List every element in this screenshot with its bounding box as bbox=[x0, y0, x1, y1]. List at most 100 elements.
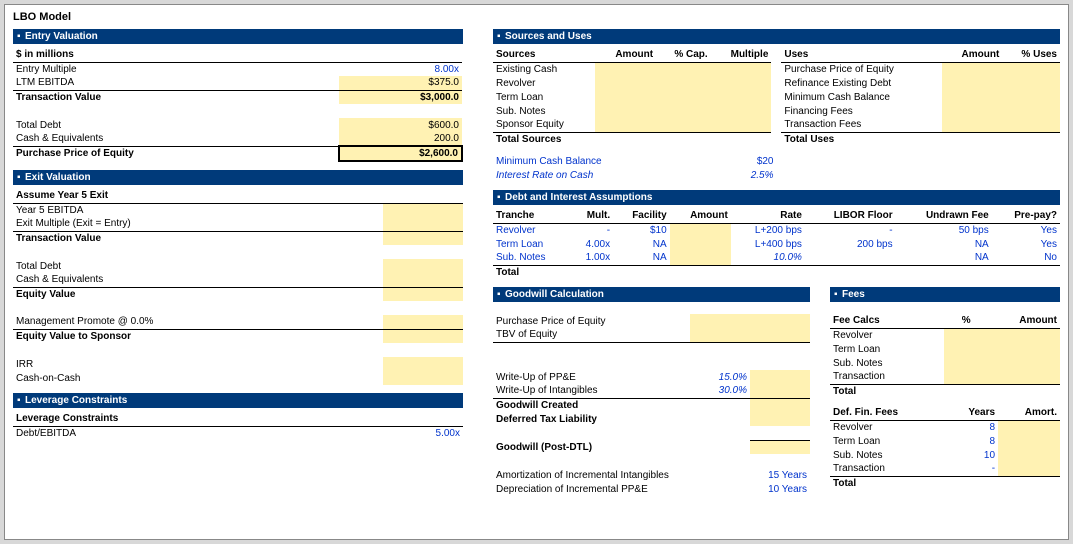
exit-mult-label: Exit Multiple (Exit = Entry) bbox=[13, 217, 383, 231]
src-row: Sub. Notes bbox=[493, 104, 595, 118]
gw-wint-label: Write-Up of Intangibles bbox=[493, 384, 690, 398]
def-row: Revolver bbox=[830, 420, 945, 434]
gw-ppe-label: Purchase Price of Equity bbox=[493, 314, 690, 328]
coc-label: Cash-on-Cash bbox=[13, 371, 383, 385]
src-row: Existing Cash bbox=[493, 62, 595, 76]
src-hdr: Sources bbox=[493, 48, 595, 62]
coc-val[interactable] bbox=[383, 371, 463, 385]
tranche-label: Revolver bbox=[493, 223, 571, 237]
right-column: ▪Sources and Uses Sources Amount % Cap. … bbox=[493, 29, 1060, 496]
entry-multiple-val[interactable]: 8.00x bbox=[339, 62, 462, 76]
mgmt-promote-val[interactable] bbox=[383, 315, 463, 329]
units-label: $ in millions bbox=[13, 48, 339, 62]
fee-row: Sub. Notes bbox=[830, 356, 944, 370]
equity-value-val[interactable] bbox=[383, 287, 463, 301]
tx-value-label: Transaction Value bbox=[13, 90, 339, 104]
src-row: Term Loan bbox=[493, 90, 595, 104]
uses-row: Minimum Cash Balance bbox=[781, 90, 941, 104]
exit-cash-val[interactable] bbox=[383, 273, 463, 287]
uses-row: Purchase Price of Equity bbox=[781, 62, 941, 76]
debt-table: Tranche Mult. Facility Amount Rate LIBOR… bbox=[493, 209, 1060, 279]
gw-post-label: Goodwill (Post-DTL) bbox=[493, 440, 690, 454]
assume-exit-label: Assume Year 5 Exit bbox=[13, 189, 383, 203]
y5-ebitda-val[interactable] bbox=[383, 203, 463, 217]
exit-mult-val[interactable] bbox=[383, 217, 463, 231]
def-fee-hdr: Def. Fin. Fees bbox=[830, 406, 945, 420]
def-row: Sub. Notes bbox=[830, 448, 945, 462]
ev-sponsor-val[interactable] bbox=[383, 329, 463, 343]
goodwill-header: ▪Goodwill Calculation bbox=[493, 287, 810, 302]
total-debt-label: Total Debt bbox=[13, 118, 339, 132]
undrawn-hdr: Undrawn Fee bbox=[896, 209, 992, 223]
src-row: Sponsor Equity bbox=[493, 118, 595, 132]
fee-total: Total bbox=[830, 384, 944, 398]
ltm-ebitda-val[interactable]: $375.0 bbox=[339, 76, 462, 90]
exit-valuation-table: Assume Year 5 Exit Year 5 EBITDA Exit Mu… bbox=[13, 189, 463, 385]
ppe-label: Purchase Price of Equity bbox=[13, 146, 339, 161]
int-cash-val[interactable]: 2.5% bbox=[718, 168, 776, 182]
tranche-hdr: Tranche bbox=[493, 209, 571, 223]
src-mult-hdr: Multiple bbox=[711, 48, 772, 62]
def-row: Term Loan bbox=[830, 434, 945, 448]
fee-row: Term Loan bbox=[830, 342, 944, 356]
fee-row: Transaction bbox=[830, 370, 944, 384]
mult-hdr: Mult. bbox=[571, 209, 614, 223]
uses-row: Financing Fees bbox=[781, 104, 941, 118]
gw-created-label: Goodwill Created bbox=[493, 398, 690, 412]
model-title: LBO Model bbox=[13, 11, 1060, 23]
irr-label: IRR bbox=[13, 357, 383, 371]
exit-debt-label: Total Debt bbox=[13, 259, 383, 273]
def-row: Transaction bbox=[830, 462, 945, 476]
entry-valuation-table: $ in millions Entry Multiple8.00x LTM EB… bbox=[13, 48, 463, 162]
sources-uses-header: ▪Sources and Uses bbox=[493, 29, 1060, 44]
floor-hdr: LIBOR Floor bbox=[805, 209, 896, 223]
irr-val[interactable] bbox=[383, 357, 463, 371]
total-debt-val[interactable]: $600.0 bbox=[339, 118, 462, 132]
fee-row: Revolver bbox=[830, 328, 944, 342]
src-amt-hdr: Amount bbox=[595, 48, 656, 62]
exit-tx-label: Transaction Value bbox=[13, 231, 383, 245]
mgmt-promote-label: Management Promote @ 0.0% bbox=[13, 315, 383, 329]
debt-ebitda-label: Debt/EBITDA bbox=[13, 426, 383, 440]
gw-wppe-label: Write-Up of PP&E bbox=[493, 370, 690, 384]
min-cash-label: Minimum Cash Balance bbox=[493, 154, 718, 168]
uses-total: Total Uses bbox=[781, 132, 941, 146]
tx-value-val[interactable]: $3,000.0 bbox=[339, 90, 462, 104]
equity-value-label: Equity Value bbox=[13, 287, 383, 301]
ppe-val[interactable]: $2,600.0 bbox=[339, 146, 462, 161]
exit-debt-val[interactable] bbox=[383, 259, 463, 273]
debt-ebitda-val[interactable]: 5.00x bbox=[383, 426, 463, 440]
amount-hdr: Amount bbox=[670, 209, 731, 223]
src-cap-hdr: % Cap. bbox=[656, 48, 711, 62]
int-cash-label: Interest Rate on Cash bbox=[493, 168, 718, 182]
gw-dtl-label: Deferred Tax Liability bbox=[493, 412, 690, 426]
gw-amort-label: Amortization of Incremental Intangibles bbox=[493, 468, 690, 482]
def-fees-table: Def. Fin. FeesYearsAmort. Revolver8 Term… bbox=[830, 406, 1060, 490]
entry-multiple-label: Entry Multiple bbox=[13, 62, 339, 76]
uses-row: Transaction Fees bbox=[781, 118, 941, 132]
gw-depr-label: Depreciation of Incremental PP&E bbox=[493, 482, 690, 496]
exit-valuation-header: ▪Exit Valuation bbox=[13, 170, 463, 185]
leverage-header: ▪Leverage Constraints bbox=[13, 393, 463, 408]
src-total: Total Sources bbox=[493, 132, 595, 146]
goodwill-table: Purchase Price of Equity TBV of Equity W… bbox=[493, 314, 810, 496]
tranche-label: Term Loan bbox=[493, 237, 571, 251]
exit-cash-label: Cash & Equivalents bbox=[13, 273, 383, 287]
exit-tx-val[interactable] bbox=[383, 231, 463, 245]
sources-uses-table: Sources Amount % Cap. Multiple Uses Amou… bbox=[493, 48, 1060, 146]
prepay-hdr: Pre-pay? bbox=[992, 209, 1060, 223]
y5-ebitda-label: Year 5 EBITDA bbox=[13, 203, 383, 217]
fee-calcs-table: Fee Calcs%Amount Revolver Term Loan Sub.… bbox=[830, 314, 1060, 398]
rate-hdr: Rate bbox=[731, 209, 805, 223]
uses-amt-hdr: Amount bbox=[942, 48, 1003, 62]
cash-eq-label: Cash & Equivalents bbox=[13, 132, 339, 146]
cash-eq-val[interactable]: 200.0 bbox=[339, 132, 462, 146]
spreadsheet-sheet: LBO Model ▪Entry Valuation $ in millions… bbox=[4, 4, 1069, 540]
facility-hdr: Facility bbox=[613, 209, 670, 223]
src-row: Revolver bbox=[493, 76, 595, 90]
uses-pct-hdr: % Uses bbox=[1002, 48, 1060, 62]
min-cash-val[interactable]: $20 bbox=[718, 154, 776, 168]
fee-calc-hdr: Fee Calcs bbox=[830, 314, 944, 328]
leverage-table: Leverage Constraints Debt/EBITDA5.00x bbox=[13, 412, 463, 440]
two-column-layout: ▪Entry Valuation $ in millions Entry Mul… bbox=[13, 29, 1060, 496]
